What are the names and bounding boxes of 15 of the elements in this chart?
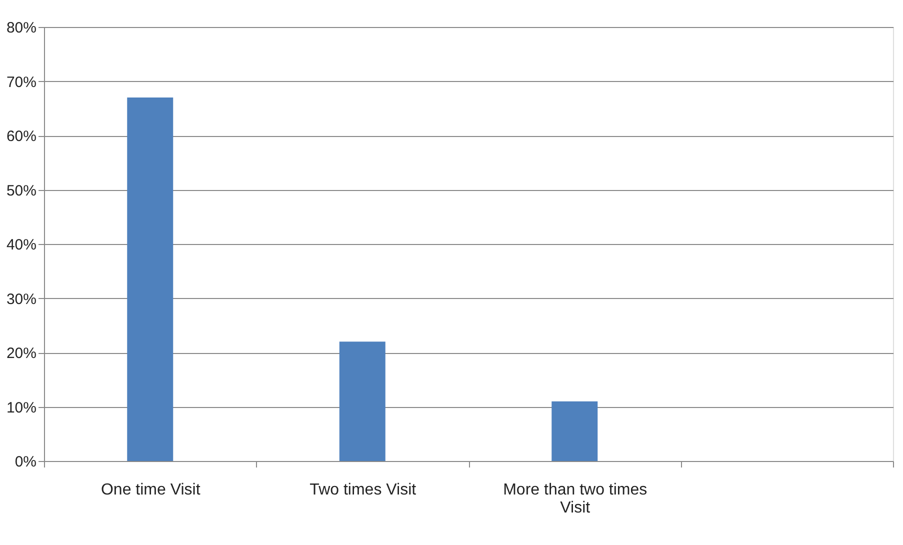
- y-tick-label: 40%: [6, 236, 36, 254]
- y-tick-label: 60%: [6, 128, 36, 145]
- y-tick-label: 20%: [6, 345, 36, 362]
- y-tick-label: 70%: [6, 74, 36, 91]
- x-tick-label: One time Visit: [100, 482, 201, 498]
- y-tick-label: 30%: [6, 290, 36, 308]
- bar: [127, 98, 174, 461]
- y-tick-label: 10%: [6, 399, 36, 416]
- bar: [552, 401, 598, 461]
- y-tick-label: 0%: [14, 454, 36, 470]
- x-tick-label: More than two times Visit: [503, 482, 648, 516]
- y-tick-label: 50%: [6, 182, 36, 200]
- bar: [339, 342, 386, 461]
- y-tick-label: 80%: [6, 20, 36, 36]
- x-tick-label: Two times Visit: [310, 482, 417, 498]
